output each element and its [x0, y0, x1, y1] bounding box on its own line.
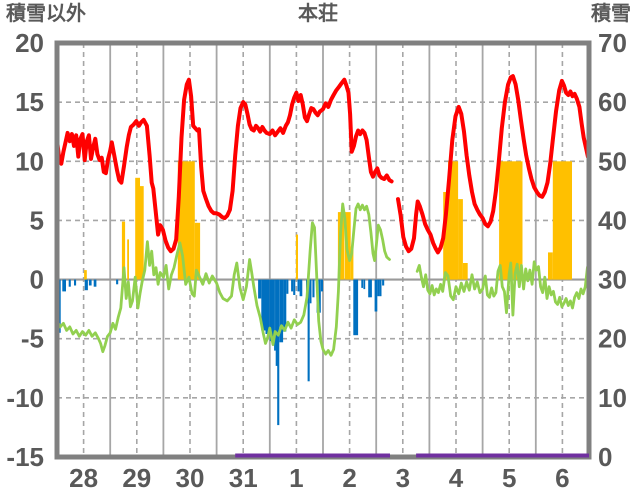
- blue-bars-bar: [286, 279, 289, 294]
- blue-bars-bar: [361, 279, 364, 288]
- x-tick: 4: [449, 463, 464, 493]
- green-line: [415, 260, 591, 317]
- y-left-tick: -10: [6, 383, 44, 413]
- x-tick: 31: [229, 463, 258, 493]
- blue-bars-bar: [261, 279, 266, 331]
- x-tick: 5: [502, 463, 516, 493]
- blue-bars-bar: [320, 279, 323, 292]
- y-right-tick: 20: [598, 324, 627, 354]
- left-axis-title: 積雪以外: [6, 3, 86, 25]
- y-right-tick: 0: [598, 442, 612, 472]
- blue-bars-bar: [277, 279, 280, 426]
- x-tick: 28: [69, 463, 98, 493]
- y-left-tick: -15: [6, 442, 44, 472]
- orange-bars-bar: [127, 239, 129, 280]
- blue-bars-bar: [377, 279, 380, 297]
- orange-bars-bar: [548, 252, 553, 280]
- orange-bars-bar: [194, 222, 201, 280]
- orange-bars-bar: [295, 234, 298, 280]
- blue-bars-bar: [258, 279, 262, 299]
- blue-bars-bar: [299, 279, 303, 297]
- y-right-tick: 60: [598, 87, 627, 117]
- y-left-tick: 0: [30, 265, 44, 295]
- blue-bars-bar: [279, 279, 284, 343]
- blue-bars-bar: [275, 279, 278, 366]
- orange-bars-bar: [140, 186, 144, 280]
- y-left-tick: 20: [15, 28, 44, 58]
- blue-bars-bar: [379, 279, 382, 297]
- blue-bars-bar: [318, 279, 321, 313]
- blue-bars-bar: [74, 279, 77, 286]
- red-line: [55, 77, 394, 254]
- blue-bars-bar: [274, 279, 276, 351]
- right-axis-title: 積雪: [591, 3, 631, 25]
- blue-bars-bar: [269, 279, 275, 342]
- x-tick: 2: [342, 463, 356, 493]
- blue-bars-bar: [62, 279, 66, 292]
- blue-bars-bar: [84, 279, 88, 291]
- blue-bars-bar: [307, 279, 310, 382]
- orange-bars-bar: [84, 270, 87, 280]
- blue-bars-bar: [93, 279, 97, 287]
- orange-bars-bar: [121, 221, 126, 280]
- green-line: [55, 202, 591, 357]
- blue-bars-bar: [265, 279, 270, 334]
- orange-bars-bar: [443, 192, 448, 280]
- blue-bars-bar: [382, 279, 385, 286]
- blue-bars-bar: [368, 279, 370, 298]
- y-right-tick: 30: [598, 265, 627, 295]
- blue-bars: [57, 279, 385, 426]
- x-tick: 6: [555, 463, 569, 493]
- y-left-tick: 10: [15, 146, 44, 176]
- blue-bars-bar: [293, 279, 296, 295]
- red-line: [55, 74, 590, 255]
- blue-bars-bar: [68, 279, 71, 287]
- orange-bars-bar: [350, 246, 354, 280]
- x-tick: 3: [396, 463, 410, 493]
- orange-bars-bar: [462, 263, 468, 280]
- y-left-tick: -5: [21, 324, 44, 354]
- green-line: [55, 202, 391, 357]
- blue-bars-bar: [363, 279, 366, 290]
- orange-bars-bar: [458, 199, 463, 280]
- y-right-tick: 50: [598, 146, 627, 176]
- y-right-tick: 10: [598, 383, 627, 413]
- x-tick: 29: [122, 463, 151, 493]
- y-left-tick: 5: [30, 205, 44, 235]
- orange-bars-bar: [448, 161, 459, 280]
- chart-title: 本荘: [298, 3, 338, 25]
- blue-bars-bar: [88, 279, 92, 286]
- orange-bars-bar: [552, 161, 572, 280]
- red-line: [396, 74, 590, 255]
- blue-bars-bar: [116, 279, 119, 285]
- y-right-tick: 70: [598, 28, 627, 58]
- x-tick: 30: [176, 463, 205, 493]
- y-left-tick: 15: [15, 87, 44, 117]
- blue-bars-bar: [374, 279, 378, 312]
- blue-bars-bar: [297, 279, 300, 292]
- blue-bars-bar: [309, 279, 312, 304]
- y-right-tick: 40: [598, 205, 627, 235]
- blue-bars-bar: [312, 279, 315, 298]
- orange-bars-bar: [499, 161, 523, 280]
- orange-bars-bar: [135, 177, 140, 280]
- blue-bars-bar: [369, 279, 372, 298]
- blue-bars-bar: [353, 279, 359, 336]
- blue-bars-bar: [283, 279, 287, 332]
- blue-bars-bar: [291, 279, 294, 292]
- x-tick: 1: [289, 463, 303, 493]
